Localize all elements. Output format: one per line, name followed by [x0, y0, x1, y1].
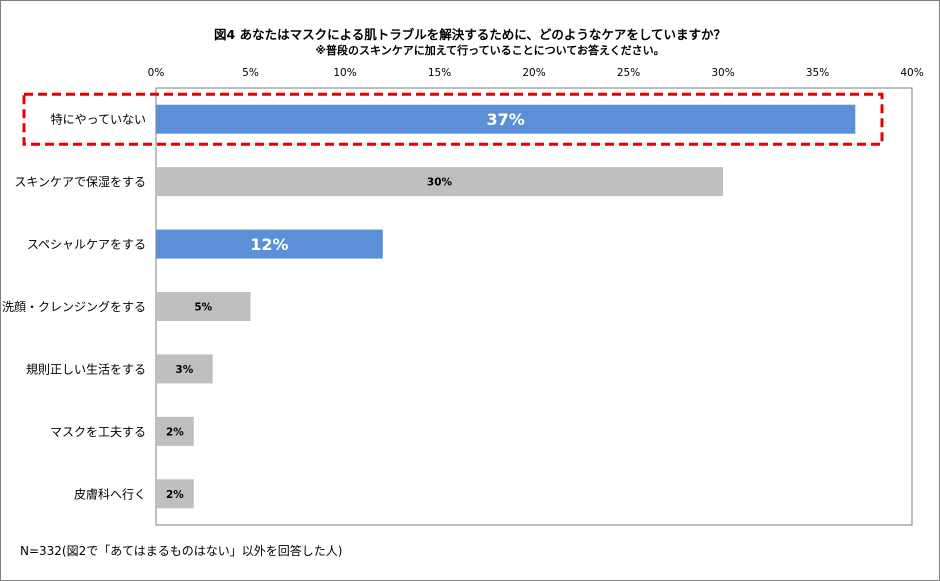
x-tick-label: 0%: [148, 67, 165, 79]
category-label: スキンケアで保湿をする: [14, 174, 146, 189]
x-tick-label: 35%: [806, 67, 829, 79]
category-label: マスクを工夫する: [50, 425, 146, 439]
bar: [156, 229, 383, 259]
data-label: 3%: [175, 364, 193, 376]
data-label: 12%: [250, 235, 288, 254]
bar: [156, 292, 251, 321]
bar: [156, 416, 194, 446]
data-label: 30%: [427, 177, 453, 189]
bar: [156, 354, 213, 384]
emphasis-box: [22, 92, 884, 146]
chart-title: 図4 あなたはマスクによる肌トラブルを解決するために、どのようなケアをしています…: [214, 27, 726, 42]
category-label: 皮膚科へ行く: [74, 486, 146, 501]
plot-area: [155, 87, 913, 526]
x-tick-label: 25%: [617, 67, 640, 79]
x-tick-label: 30%: [711, 67, 734, 79]
data-label: 37%: [487, 110, 525, 129]
footnote: N=332(図2で「あてはまるものはない」以外を回答した人): [20, 544, 343, 558]
x-tick-label: 15%: [428, 67, 451, 79]
category-label: スペシャルケアをする: [27, 238, 146, 252]
category-label: 特にやっていない: [51, 112, 146, 127]
x-tick-label: 20%: [522, 67, 545, 79]
x-tick-label: 40%: [900, 67, 923, 79]
bar: [156, 104, 856, 134]
bar: [156, 167, 723, 197]
bar: [156, 479, 194, 509]
chart-subtitle: ※普段のスキンケアに加えて行っていることについてお答えください。: [315, 44, 665, 57]
x-tick-label: 5%: [242, 67, 259, 79]
data-label: 2%: [166, 426, 184, 438]
category-label: 洗顔・クレンジングをする: [2, 299, 146, 314]
data-label: 5%: [194, 302, 212, 314]
category-label: 規則正しい生活をする: [26, 361, 146, 376]
data-label: 2%: [166, 489, 184, 501]
x-tick-label: 10%: [333, 67, 356, 79]
